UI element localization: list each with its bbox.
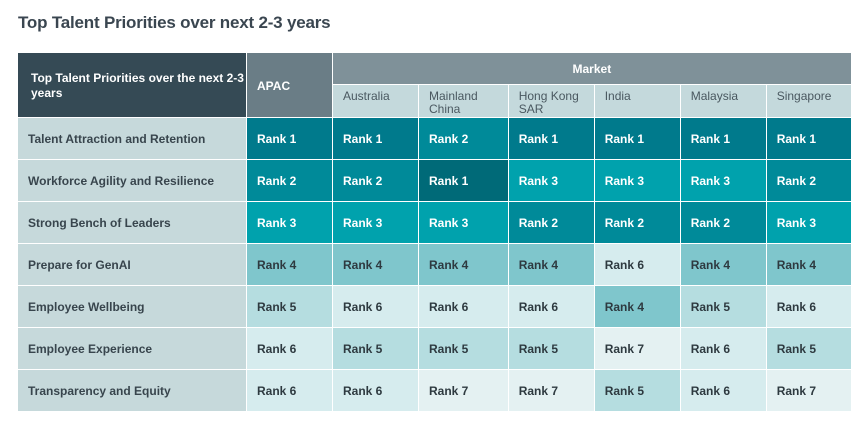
priorities-table: Top Talent Priorities over the next 2-3 … (17, 52, 852, 412)
rank-cell: Rank 5 (418, 327, 509, 370)
apac-rank-cell: Rank 3 (246, 201, 333, 244)
rank-cell: Rank 7 (765, 369, 852, 412)
rank-cell: Rank 1 (679, 117, 767, 160)
rank-cell: Rank 6 (679, 327, 767, 370)
rank-cell: Rank 3 (507, 159, 595, 202)
rank-cell: Rank 5 (332, 327, 419, 370)
row-label: Strong Bench of Leaders (17, 201, 247, 244)
rank-cell: Rank 3 (332, 201, 419, 244)
rank-cell: Rank 6 (418, 285, 509, 328)
corner-header: Top Talent Priorities over the next 2-3 … (17, 52, 247, 118)
market-header: Market (332, 52, 852, 85)
table-row: Transparency and Equity Rank 6 Rank 6 Ra… (17, 369, 852, 412)
rank-cell: Rank 5 (765, 327, 852, 370)
table-row: Strong Bench of Leaders Rank 3 Rank 3 Ra… (17, 201, 852, 244)
market-column-header: Malaysia (679, 84, 767, 118)
apac-rank-cell: Rank 6 (246, 327, 333, 370)
apac-rank-cell: Rank 1 (246, 117, 333, 160)
apac-header: APAC (246, 52, 333, 118)
rank-cell: Rank 4 (679, 243, 767, 286)
table-row: Employee Experience Rank 6 Rank 5 Rank 5… (17, 327, 852, 370)
rank-cell: Rank 6 (507, 285, 595, 328)
page-title: Top Talent Priorities over next 2-3 year… (18, 13, 331, 32)
table-row: Talent Attraction and Retention Rank 1 R… (17, 117, 852, 160)
rank-cell: Rank 1 (507, 117, 595, 160)
market-column-header: Australia (332, 84, 419, 118)
apac-rank-cell: Rank 4 (246, 243, 333, 286)
rank-cell: Rank 6 (593, 243, 681, 286)
rank-cell: Rank 3 (593, 159, 681, 202)
rank-cell: Rank 2 (332, 159, 419, 202)
rank-cell: Rank 7 (507, 369, 595, 412)
rank-cell: Rank 6 (332, 369, 419, 412)
rank-cell: Rank 4 (593, 285, 681, 328)
rank-cell: Rank 7 (593, 327, 681, 370)
row-label: Talent Attraction and Retention (17, 117, 247, 160)
table-row: Employee Wellbeing Rank 5 Rank 6 Rank 6 … (17, 285, 852, 328)
row-label: Employee Wellbeing (17, 285, 247, 328)
rank-cell: Rank 1 (332, 117, 419, 160)
apac-rank-cell: Rank 2 (246, 159, 333, 202)
rank-cell: Rank 5 (507, 327, 595, 370)
rank-cell: Rank 2 (418, 117, 509, 160)
market-column-header: India (593, 84, 681, 118)
rank-cell: Rank 6 (765, 285, 852, 328)
apac-rank-cell: Rank 6 (246, 369, 333, 412)
rank-cell: Rank 3 (765, 201, 852, 244)
rank-cell: Rank 5 (679, 285, 767, 328)
rank-cell: Rank 1 (593, 117, 681, 160)
rank-cell: Rank 4 (418, 243, 509, 286)
rank-cell: Rank 6 (332, 285, 419, 328)
rank-cell: Rank 3 (418, 201, 509, 244)
market-column-header: Singapore (765, 84, 852, 118)
rank-cell: Rank 4 (332, 243, 419, 286)
apac-rank-cell: Rank 5 (246, 285, 333, 328)
rank-cell: Rank 2 (593, 201, 681, 244)
rank-cell: Rank 4 (765, 243, 852, 286)
rank-cell: Rank 6 (679, 369, 767, 412)
rank-cell: Rank 1 (765, 117, 852, 160)
rank-cell: Rank 4 (507, 243, 595, 286)
table-row: Workforce Agility and Resilience Rank 2 … (17, 159, 852, 202)
rank-cell: Rank 7 (418, 369, 509, 412)
row-label: Transparency and Equity (17, 369, 247, 412)
market-column-header: Hong Kong SAR (507, 84, 595, 118)
row-label: Prepare for GenAI (17, 243, 247, 286)
table-row: Prepare for GenAI Rank 4 Rank 4 Rank 4 R… (17, 243, 852, 286)
rank-cell: Rank 2 (507, 201, 595, 244)
rank-cell: Rank 5 (593, 369, 681, 412)
rank-cell: Rank 2 (679, 201, 767, 244)
rank-cell: Rank 3 (679, 159, 767, 202)
rank-cell: Rank 1 (418, 159, 509, 202)
market-column-header: Mainland China (418, 84, 509, 118)
rank-cell: Rank 2 (765, 159, 852, 202)
row-label: Workforce Agility and Resilience (17, 159, 247, 202)
row-label: Employee Experience (17, 327, 247, 370)
